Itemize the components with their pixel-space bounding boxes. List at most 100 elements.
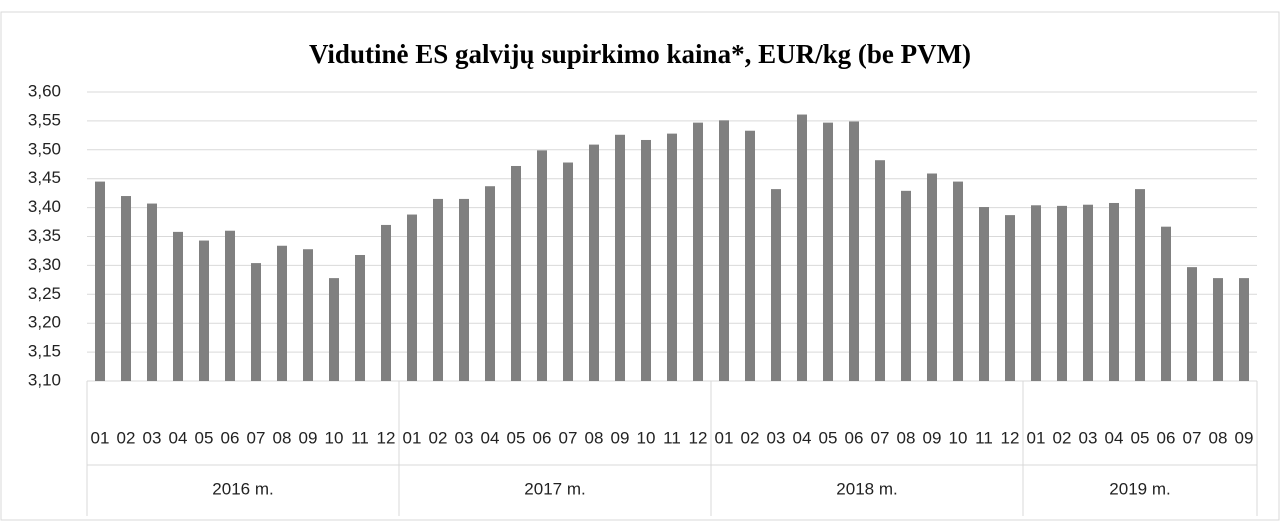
bar <box>251 263 261 381</box>
x-tick-label: 09 <box>299 428 318 447</box>
bar <box>225 230 235 381</box>
x-tick-label: 01 <box>1027 428 1046 447</box>
x-tick-label: 11 <box>975 428 993 447</box>
bar <box>1161 226 1171 381</box>
x-tick-label: 08 <box>897 428 916 447</box>
x-tick-label: 05 <box>819 428 838 447</box>
x-tick-label: 04 <box>481 428 500 447</box>
x-tick-label: 03 <box>143 428 162 447</box>
x-tick-label: 06 <box>221 428 240 447</box>
x-tick-label: 06 <box>845 428 864 447</box>
bar <box>589 144 599 381</box>
bar <box>771 189 781 381</box>
bar <box>147 203 157 381</box>
y-tick-label: 3,15 <box>28 342 61 361</box>
group-label: 2019 m. <box>1109 479 1170 498</box>
bar <box>927 173 937 381</box>
x-tick-label: 06 <box>1157 428 1176 447</box>
x-tick-label: 12 <box>377 428 396 447</box>
x-tick-label: 08 <box>585 428 604 447</box>
x-tick-label: 05 <box>1131 428 1150 447</box>
y-tick-label: 3,20 <box>28 313 61 332</box>
bar <box>901 190 911 381</box>
bar <box>95 181 105 381</box>
bar <box>641 139 651 381</box>
bar <box>121 196 131 381</box>
y-tick-label: 3,50 <box>28 139 61 158</box>
bar <box>849 121 859 381</box>
x-tick-label: 07 <box>1183 428 1202 447</box>
x-tick-label: 03 <box>1079 428 1098 447</box>
bar <box>459 198 469 381</box>
x-tick-label: 05 <box>195 428 214 447</box>
y-tick-label: 3,60 <box>28 81 61 100</box>
bar <box>511 165 521 381</box>
bar <box>615 134 625 381</box>
x-tick-label: 05 <box>507 428 526 447</box>
y-tick-label: 3,30 <box>28 255 61 274</box>
x-tick-label: 06 <box>533 428 552 447</box>
y-tick-label: 3,25 <box>28 284 61 303</box>
x-tick-label: 09 <box>611 428 630 447</box>
bar <box>693 122 703 381</box>
x-tick-label: 04 <box>1105 428 1124 447</box>
x-tick-label: 01 <box>715 428 734 447</box>
x-tick-label: 08 <box>273 428 292 447</box>
x-tick-label: 02 <box>117 428 136 447</box>
bar <box>303 249 313 381</box>
x-tick-label: 07 <box>871 428 890 447</box>
bar <box>1187 267 1197 381</box>
bar <box>381 224 391 381</box>
bar <box>329 278 339 381</box>
x-tick-label: 08 <box>1209 428 1228 447</box>
bar <box>797 114 807 382</box>
x-tick-label: 03 <box>767 428 786 447</box>
bar <box>277 245 287 381</box>
y-tick-label: 3,35 <box>28 226 61 245</box>
bar <box>1109 202 1119 381</box>
bar <box>537 150 547 381</box>
bar <box>1239 278 1249 381</box>
group-label: 2017 m. <box>524 479 585 498</box>
x-tick-label: 04 <box>169 428 188 447</box>
group-label: 2016 m. <box>212 479 273 498</box>
x-tick-label: 01 <box>91 428 110 447</box>
x-tick-label: 02 <box>741 428 760 447</box>
x-tick-label: 04 <box>793 428 812 447</box>
y-tick-label: 3,10 <box>28 370 61 389</box>
chart-title: Vidutinė ES galvijų supirkimo kaina*, EU… <box>309 39 971 69</box>
bar <box>979 207 989 381</box>
x-tick-label: 12 <box>1001 428 1020 447</box>
x-tick-label: 09 <box>923 428 942 447</box>
bar <box>1031 205 1041 381</box>
bar <box>953 181 963 381</box>
x-tick-label: 10 <box>949 428 968 447</box>
y-tick-label: 3,55 <box>28 110 61 129</box>
bar <box>1135 189 1145 381</box>
x-tick-label: 01 <box>403 428 422 447</box>
bar <box>1005 215 1015 381</box>
bar <box>173 231 183 381</box>
bar <box>745 130 755 381</box>
bar <box>1083 204 1093 381</box>
group-label: 2018 m. <box>836 479 897 498</box>
bar <box>667 133 677 381</box>
y-tick-label: 3,45 <box>28 168 61 187</box>
x-tick-label: 02 <box>1053 428 1072 447</box>
bar <box>485 186 495 381</box>
bar <box>355 254 365 381</box>
x-tick-label: 07 <box>559 428 578 447</box>
bar <box>719 120 729 382</box>
x-tick-label: 11 <box>351 428 369 447</box>
x-tick-label: 10 <box>637 428 656 447</box>
bar <box>199 240 209 381</box>
x-tick-label: 03 <box>455 428 474 447</box>
bar <box>1213 278 1223 381</box>
x-tick-label: 02 <box>429 428 448 447</box>
bar <box>563 162 573 381</box>
bar <box>875 160 885 381</box>
x-tick-label: 10 <box>325 428 344 447</box>
bar <box>1057 205 1067 381</box>
bar <box>823 122 833 381</box>
